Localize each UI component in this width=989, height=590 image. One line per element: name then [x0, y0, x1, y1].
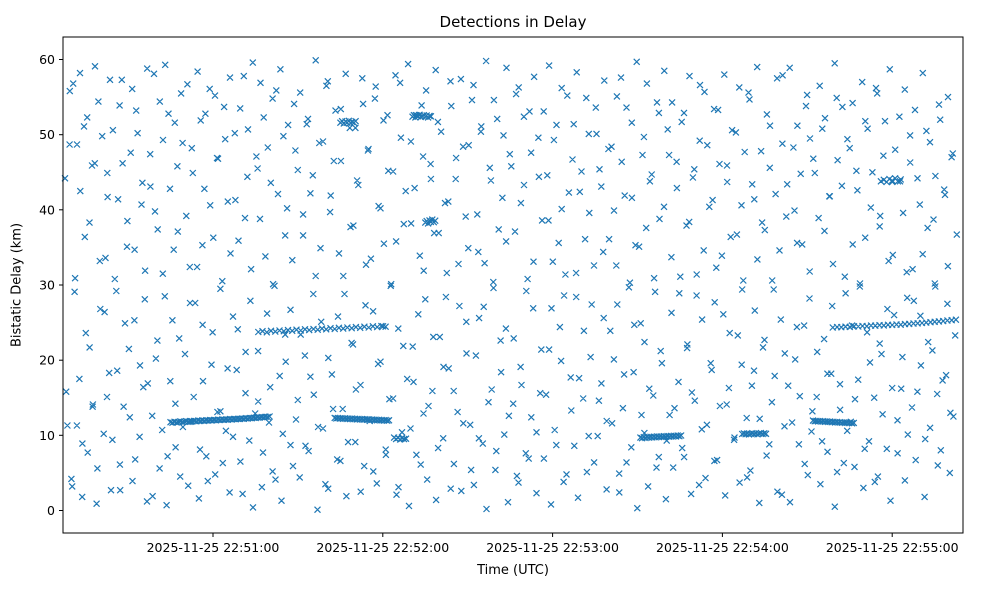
svg-text:2025-11-25 22:54:00: 2025-11-25 22:54:00	[656, 540, 789, 555]
svg-text:60: 60	[39, 52, 55, 67]
svg-text:2025-11-25 22:51:00: 2025-11-25 22:51:00	[147, 540, 280, 555]
svg-text:2025-11-25 22:55:00: 2025-11-25 22:55:00	[826, 540, 959, 555]
svg-text:20: 20	[39, 353, 55, 368]
svg-text:30: 30	[39, 278, 55, 293]
svg-text:0: 0	[47, 503, 55, 518]
svg-text:40: 40	[39, 202, 55, 217]
svg-text:50: 50	[39, 127, 55, 142]
svg-text:10: 10	[39, 428, 55, 443]
x-axis-label: Time (UTC)	[477, 563, 549, 578]
svg-text:2025-11-25 22:52:00: 2025-11-25 22:52:00	[316, 540, 449, 555]
svg-text:2025-11-25 22:53:00: 2025-11-25 22:53:00	[486, 540, 619, 555]
chart-title: Detections in Delay	[439, 13, 587, 31]
